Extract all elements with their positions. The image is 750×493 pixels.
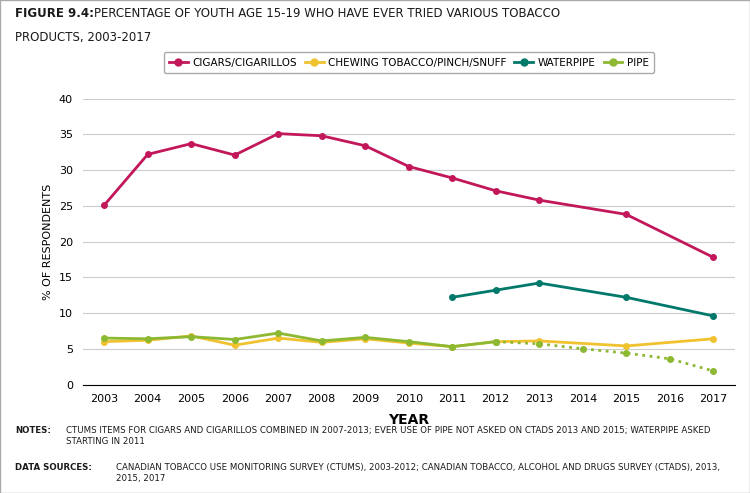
Text: PERCENTAGE OF YOUTH AGE 15-19 WHO HAVE EVER TRIED VARIOUS TOBACCO: PERCENTAGE OF YOUTH AGE 15-19 WHO HAVE E… — [94, 7, 560, 20]
Text: CTUMS ITEMS FOR CIGARS AND CIGARILLOS COMBINED IN 2007-2013; EVER USE OF PIPE NO: CTUMS ITEMS FOR CIGARS AND CIGARILLOS CO… — [66, 426, 710, 446]
Text: PRODUCTS, 2003-2017: PRODUCTS, 2003-2017 — [15, 31, 152, 44]
Text: DATA SOURCES:: DATA SOURCES: — [15, 463, 92, 472]
Text: FIGURE 9.4:: FIGURE 9.4: — [15, 7, 94, 20]
Text: NOTES:: NOTES: — [15, 426, 51, 435]
Text: CANADIAN TOBACCO USE MONITORING SURVEY (CTUMS), 2003-2012; CANADIAN TOBACCO, ALC: CANADIAN TOBACCO USE MONITORING SURVEY (… — [116, 463, 720, 483]
Y-axis label: % OF RESPONDENTS: % OF RESPONDENTS — [43, 183, 53, 300]
Legend: CIGARS/CIGARILLOS, CHEWING TOBACCO/PINCH/SNUFF, WATERPIPE, PIPE: CIGARS/CIGARILLOS, CHEWING TOBACCO/PINCH… — [164, 52, 654, 73]
X-axis label: YEAR: YEAR — [388, 413, 429, 426]
